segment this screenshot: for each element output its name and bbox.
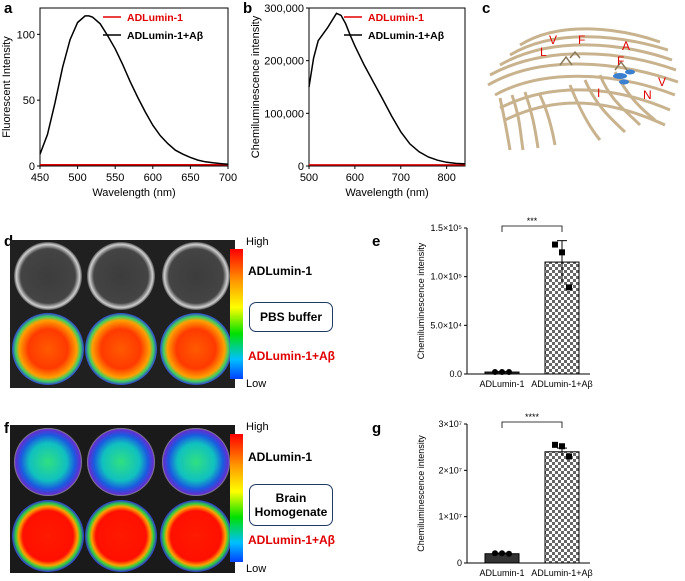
condition-text: PBS buffer [259, 310, 322, 324]
y-tick-label: 100,000 [264, 108, 304, 120]
significance-label: **** [525, 412, 540, 422]
y-tick-label: 2×10⁷ [438, 465, 462, 475]
y-axis-label: Chemiluminescence intensity [416, 435, 426, 552]
y-axis-label: Chemiluminescence intensity [250, 15, 262, 158]
label-adlumin: ADLumin-1 [248, 264, 312, 278]
significance-label: *** [527, 216, 538, 226]
y-tick-label: 0 [29, 161, 35, 173]
legend-label: ADLumin-1+Aβ [368, 30, 445, 42]
x-tick-label: ADLumin-1+Aβ [531, 568, 592, 578]
legend-label: ADLumin-1+Aβ [127, 30, 204, 42]
legend-label: ADLumin-1 [127, 12, 183, 24]
residue-label: F [578, 33, 585, 47]
y-tick-label: 100 [17, 29, 35, 41]
y-tick-label: 300,000 [264, 3, 304, 15]
x-tick-label: 600 [346, 172, 364, 184]
residue-label: A [622, 39, 630, 53]
x-tick-label: 700 [219, 172, 237, 184]
data-point [552, 441, 558, 448]
x-tick-label: ADLumin-1+Aβ [531, 379, 592, 389]
x-tick-label: 700 [392, 172, 410, 184]
panel-letter-d: d [4, 233, 14, 250]
y-tick-label: 1.5×10⁵ [430, 223, 462, 233]
y-axis-label: Chemiluminescence intensity [416, 242, 426, 359]
data-point [492, 369, 498, 376]
condition-box-pbs: PBS buffer [249, 302, 333, 332]
bar [544, 451, 580, 564]
residue-label: V [549, 33, 557, 47]
y-tick-label: 1.0×10⁵ [430, 272, 462, 282]
residue-label: N [643, 88, 652, 102]
series-line [308, 12, 466, 165]
label-adlumin-abeta: ADLumin-1+Aβ [248, 533, 335, 547]
series-line [39, 15, 229, 166]
condition-text: Brain [275, 491, 307, 505]
residue-label: F [617, 54, 624, 68]
data-point [566, 453, 572, 460]
x-axis-label: Wavelength (nm) [345, 187, 428, 199]
legend-label: ADLumin-1 [368, 12, 424, 24]
data-point [552, 241, 558, 248]
y-tick-label: 3×10⁷ [438, 419, 462, 429]
residue-label: V [658, 75, 666, 89]
condition-text: Homogenate [254, 505, 328, 519]
significance-bracket [501, 225, 563, 232]
panel-letter-g: g [372, 420, 382, 437]
panel-letter-c: c [482, 0, 491, 17]
plot-frame [39, 7, 229, 167]
y-tick-label: 0.0 [449, 369, 462, 379]
x-tick-label: 500 [68, 172, 86, 184]
y-tick-label: 1×10⁷ [438, 512, 462, 522]
panel-letter-b: b [243, 0, 253, 17]
label-adlumin-abeta: ADLumin-1+Aβ [248, 349, 335, 363]
panel-letter-a: a [4, 0, 13, 17]
panel-letter-e: e [372, 233, 381, 250]
panel-letter-f: f [4, 420, 9, 437]
label-adlumin: ADLumin-1 [248, 450, 312, 464]
y-tick-label: 0 [298, 161, 304, 173]
significance-bracket [501, 421, 563, 428]
condition-box-brain: Brain Homogenate [249, 484, 333, 526]
y-axis-label: Fluorescent Intensity [1, 36, 13, 138]
colorbar-low-label: Low [246, 563, 267, 575]
residue-label: I [597, 86, 600, 100]
data-point [492, 550, 498, 557]
x-tick-label: ADLumin-1 [479, 379, 524, 389]
colorbar-high-label: High [246, 236, 269, 248]
y-tick-label: 5.0×10⁴ [430, 320, 462, 330]
x-tick-label: 500 [300, 172, 318, 184]
x-tick-label: ADLumin-1 [479, 568, 524, 578]
data-point [566, 284, 572, 291]
data-point [506, 369, 512, 376]
x-tick-label: 650 [181, 172, 199, 184]
x-axis-label: Wavelength (nm) [92, 187, 175, 199]
colorbar-low-label: Low [246, 378, 267, 390]
residue-label: L [540, 45, 547, 59]
data-point [506, 550, 512, 557]
x-tick-label: 550 [106, 172, 124, 184]
y-tick-label: 50 [23, 95, 35, 107]
data-point [499, 550, 505, 557]
y-tick-label: 200,000 [264, 56, 304, 68]
colorbar-high-label: High [246, 421, 269, 433]
y-tick-label: 0 [457, 558, 462, 568]
x-tick-label: 450 [31, 172, 49, 184]
x-tick-label: 600 [144, 172, 162, 184]
x-tick-label: 800 [437, 172, 455, 184]
data-point [559, 249, 565, 256]
data-point [559, 443, 565, 450]
data-point [499, 369, 505, 376]
